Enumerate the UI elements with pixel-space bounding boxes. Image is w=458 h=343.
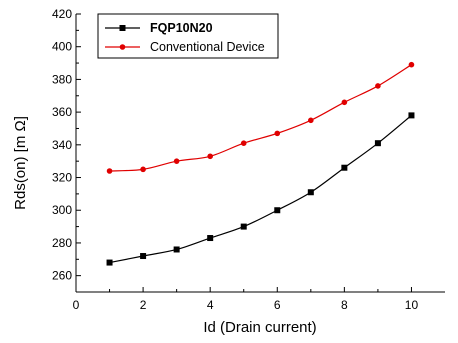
y-axis-title: Rds(on) [m Ω] — [12, 116, 29, 210]
legend-marker-series-2 — [119, 44, 126, 50]
y-tick-label-2: 300 — [52, 203, 72, 217]
series-1-point-9 — [408, 112, 415, 119]
x-axis-title: Id (Drain current) — [203, 319, 316, 336]
y-tick-label-7: 400 — [52, 40, 72, 54]
x-tick-label-5: 10 — [405, 298, 419, 312]
series-group — [106, 61, 415, 266]
x-tick-label-1: 2 — [140, 298, 147, 312]
series-1-point-4 — [240, 223, 247, 230]
series-line-1 — [109, 114, 412, 264]
legend-label-series-2: Conventional Device — [150, 40, 265, 54]
y-tick-label-8: 420 — [52, 7, 72, 21]
legend-box — [97, 13, 279, 59]
x-tick-label-3: 6 — [274, 298, 281, 312]
series-2-point-7 — [341, 99, 348, 106]
series-2-point-1 — [140, 166, 146, 173]
series-1-point-1 — [140, 253, 147, 260]
series-1-point-5 — [274, 207, 281, 214]
series-1-point-8 — [374, 140, 381, 147]
series-2-point-4 — [240, 140, 247, 146]
series-2-point-2 — [173, 158, 180, 164]
series-1-point-7 — [341, 164, 348, 171]
x-ticks: 0 2 4 6 8 10 — [73, 287, 419, 312]
series-2-point-9 — [408, 61, 415, 68]
x-tick-label-4: 8 — [341, 298, 348, 312]
series-2-point-6 — [308, 117, 314, 124]
y-tick-label-0: 260 — [52, 269, 72, 283]
series-line-2 — [109, 64, 412, 172]
legend: FQP10N20 Conventional Device — [97, 13, 279, 59]
y-tick-label-3: 320 — [52, 171, 72, 185]
axes — [75, 14, 445, 293]
y-tick-label-1: 280 — [52, 236, 72, 250]
y-ticks: 260 280 300 320 340 360 380 400 420 — [52, 7, 81, 283]
series-2-point-8 — [375, 83, 381, 89]
legend-label-series-1: FQP10N20 — [150, 21, 213, 35]
series-2-point-3 — [207, 153, 213, 160]
series-2-point-0 — [106, 168, 113, 174]
y-tick-label-6: 380 — [52, 72, 72, 86]
legend-marker-series-1 — [119, 25, 126, 31]
x-tick-label-0: 0 — [73, 298, 80, 312]
series-1-point-3 — [207, 235, 214, 242]
series-1-point-2 — [173, 246, 180, 253]
series-1-point-0 — [106, 259, 113, 266]
y-tick-label-4: 340 — [52, 138, 72, 152]
x-tick-label-2: 4 — [207, 298, 214, 312]
series-2-point-5 — [274, 130, 281, 137]
series-1-point-6 — [307, 189, 314, 196]
y-tick-label-5: 360 — [52, 105, 72, 119]
